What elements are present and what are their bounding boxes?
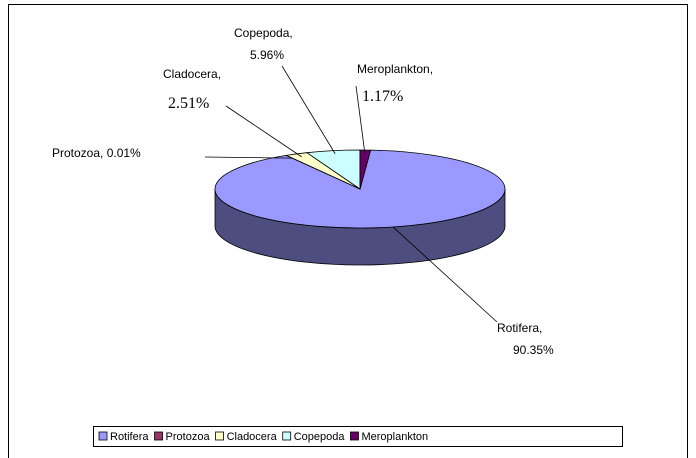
legend-swatch: [350, 431, 359, 441]
data-label-line: 1.17%: [362, 88, 403, 105]
data-label-line: Cladocera,: [163, 67, 224, 81]
data-label: Copepoda, 5.96%: [234, 26, 296, 62]
leader-line: [392, 226, 498, 323]
legend-label: Copepoda: [294, 431, 346, 443]
legend: Rotifera Protozoa Cladocera Copepoda Meropla…: [98, 431, 428, 443]
data-label: Protozoa, 0.01%: [52, 146, 141, 160]
data-label-line: 2.51%: [168, 95, 209, 112]
leader-line: [225, 105, 302, 158]
legend-swatch: [154, 431, 163, 441]
legend-label: Protozoa: [166, 431, 211, 443]
leader-line: [204, 156, 293, 159]
chart-border: [8, 4, 688, 458]
data-label-line: Copepoda,: [234, 26, 296, 40]
data-labels: Rotifera, 90.35% Protozoa, 0.01% Cladocera…: [52, 26, 554, 357]
legend-swatch: [98, 431, 108, 441]
legend-label: Cladocera: [227, 431, 278, 443]
pie-slice: [359, 149, 372, 190]
data-label-line: 5.96%: [250, 48, 284, 62]
data-label-line: Meroplankton,: [357, 62, 436, 76]
leader-line: [281, 65, 336, 154]
legend-label: Rotifera: [110, 431, 149, 443]
data-label: Meroplankton, 1.17%: [357, 62, 436, 105]
data-label-line: Rotifera,: [497, 321, 546, 335]
data-label: Cladocera, 2.51%: [163, 67, 224, 112]
leader-line: [355, 85, 366, 154]
data-label-line: 90.35%: [513, 343, 554, 357]
legend-swatch: [215, 431, 224, 441]
pie-tops: [214, 149, 506, 229]
data-label: Rotifera, 90.35%: [497, 321, 554, 357]
legend-label: Meroplankton: [361, 431, 428, 443]
legend-swatch: [282, 431, 292, 441]
